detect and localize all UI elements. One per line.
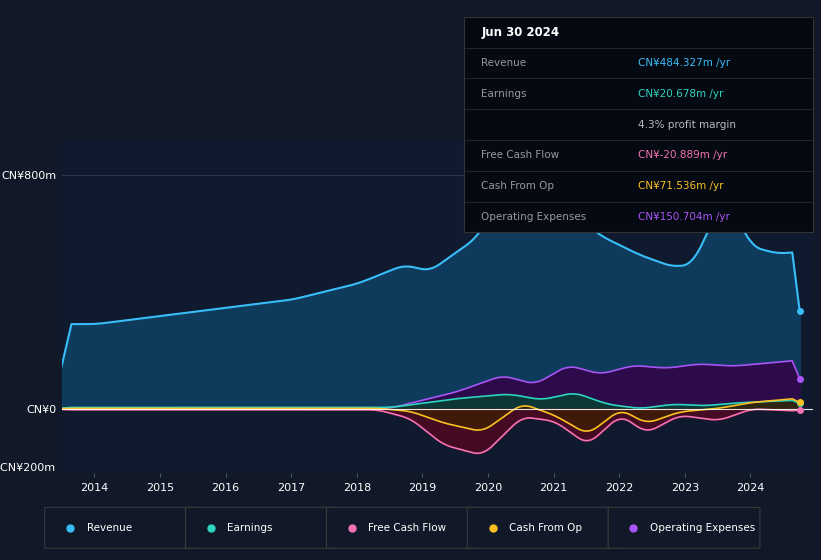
FancyBboxPatch shape [608,507,760,548]
Text: Revenue: Revenue [86,523,131,533]
Text: Cash From Op: Cash From Op [509,523,582,533]
Text: CN¥20.678m /yr: CN¥20.678m /yr [639,89,723,99]
Text: CN¥71.536m /yr: CN¥71.536m /yr [639,181,724,191]
Text: Revenue: Revenue [481,58,526,68]
Text: Cash From Op: Cash From Op [481,181,554,191]
Text: CN¥150.704m /yr: CN¥150.704m /yr [639,212,730,222]
FancyBboxPatch shape [44,507,196,548]
Text: Jun 30 2024: Jun 30 2024 [481,26,559,39]
Text: Free Cash Flow: Free Cash Flow [481,151,559,160]
Text: Earnings: Earnings [481,89,527,99]
FancyBboxPatch shape [327,507,478,548]
FancyBboxPatch shape [467,507,619,548]
Text: CN¥-20.889m /yr: CN¥-20.889m /yr [639,151,727,160]
FancyBboxPatch shape [186,507,337,548]
Text: Operating Expenses: Operating Expenses [650,523,755,533]
Text: Operating Expenses: Operating Expenses [481,212,586,222]
Text: Free Cash Flow: Free Cash Flow [369,523,447,533]
Text: Earnings: Earnings [227,523,273,533]
Text: CN¥484.327m /yr: CN¥484.327m /yr [639,58,731,68]
Text: 4.3% profit margin: 4.3% profit margin [639,120,736,129]
